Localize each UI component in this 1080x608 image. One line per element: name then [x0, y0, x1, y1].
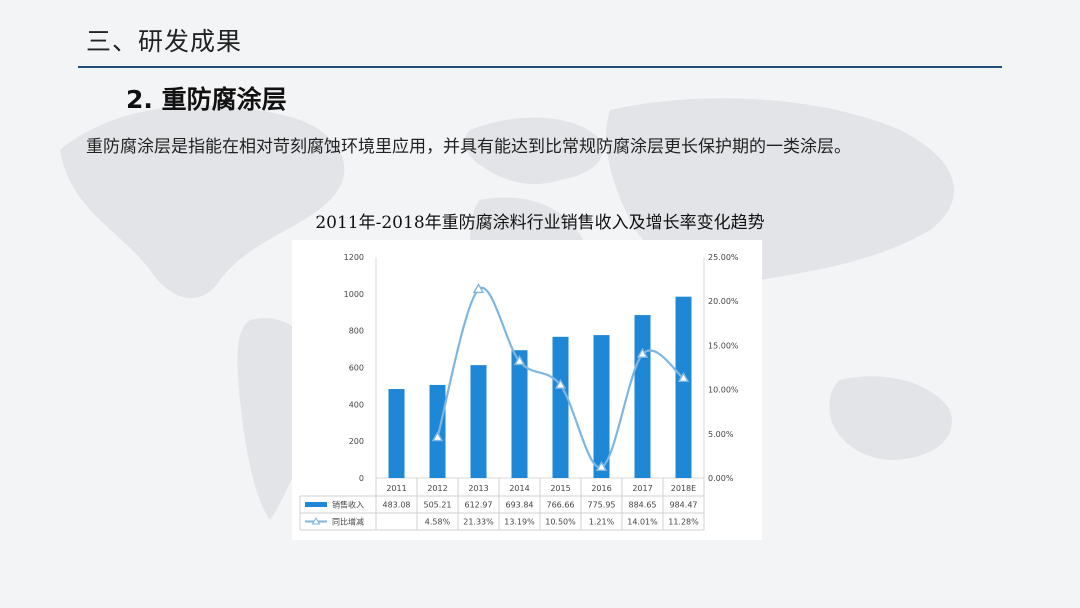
- x-tick-label: 2016: [591, 484, 611, 493]
- chart-caption: 2011年-2018年重防腐涂料行业销售收入及增长率变化趋势: [315, 213, 765, 233]
- right-tick-label: 10.00%: [708, 386, 739, 395]
- table-revenue-value: 984.47: [670, 501, 698, 510]
- x-tick-label: 2013: [468, 484, 488, 493]
- table-growth-value: 1.21%: [589, 518, 615, 527]
- table-revenue-value: 766.66: [547, 501, 575, 510]
- x-tick-label: 2012: [427, 484, 447, 493]
- x-tick-label: 2018E: [671, 484, 696, 493]
- header-divider: [78, 66, 1002, 68]
- left-tick-label: 400: [349, 400, 364, 409]
- right-tick-label: 0.00%: [708, 474, 734, 483]
- bar: [388, 389, 405, 478]
- legend-marker: [311, 517, 321, 525]
- chart-card: 0 200 400 600 800 1000 1200 0.00% 5.00% 10.00% 15.…: [292, 240, 762, 540]
- line-point: [472, 283, 485, 294]
- x-tick-label: 2011: [386, 484, 406, 493]
- table-revenue-value: 483.08: [383, 501, 411, 510]
- table-revenue-value: 612.97: [465, 501, 493, 510]
- line-point: [513, 354, 526, 366]
- left-tick-label: 800: [349, 327, 364, 336]
- table-revenue-value: 884.65: [629, 501, 657, 510]
- x-tick-label: 2017: [632, 484, 652, 493]
- right-tick-label: 5.00%: [708, 430, 734, 439]
- left-tick-label: 1200: [344, 253, 364, 262]
- section-title: 三、研发成果: [86, 27, 243, 56]
- left-tick-label: 0: [359, 474, 364, 483]
- table-growth-value: 13.19%: [504, 518, 535, 527]
- table-growth-value: 4.58%: [425, 518, 451, 527]
- line-point: [677, 371, 690, 382]
- line-point: [636, 347, 649, 358]
- left-tick-label: 600: [349, 364, 364, 373]
- table-revenue-value: 775.95: [588, 501, 616, 510]
- line-point: [554, 378, 567, 389]
- table-growth-value: 10.50%: [545, 518, 576, 527]
- table-growth-value: 14.01%: [627, 518, 658, 527]
- right-tick-label: 15.00%: [708, 341, 739, 350]
- description-text: 重防腐涂层是指能在相对苛刻腐蚀环境里应用，并具有能达到比常规防腐涂层更长保护期的…: [86, 137, 851, 157]
- x-tick-label: 2014: [509, 484, 529, 493]
- left-tick-label: 1000: [344, 290, 364, 299]
- bar: [511, 350, 528, 478]
- line-point: [431, 431, 444, 442]
- table-growth-value: 21.33%: [463, 518, 494, 527]
- right-tick-label: 20.00%: [708, 297, 739, 306]
- right-tick-label: 25.00%: [708, 253, 739, 262]
- line-point: [595, 460, 608, 472]
- bar: [675, 296, 692, 478]
- bar: [470, 365, 487, 478]
- legend-label-revenue: 销售收入: [332, 500, 364, 510]
- legend-label-growth: 同比增减: [332, 517, 364, 527]
- bar: [634, 315, 651, 478]
- left-tick-label: 200: [349, 437, 364, 446]
- subtitle: 2. 重防腐涂层: [126, 85, 287, 114]
- table-revenue-value: 693.84: [506, 501, 534, 510]
- combo-chart: 0 200 400 600 800 1000 1200 0.00% 5.00% 10.00% 15.…: [299, 253, 739, 531]
- table-revenue-value: 505.21: [424, 501, 452, 510]
- bar: [593, 335, 610, 478]
- bar: [552, 336, 569, 478]
- table-growth-value: 11.28%: [668, 518, 699, 527]
- legend-swatch-bar: [305, 502, 327, 507]
- x-tick-label: 2015: [550, 484, 570, 493]
